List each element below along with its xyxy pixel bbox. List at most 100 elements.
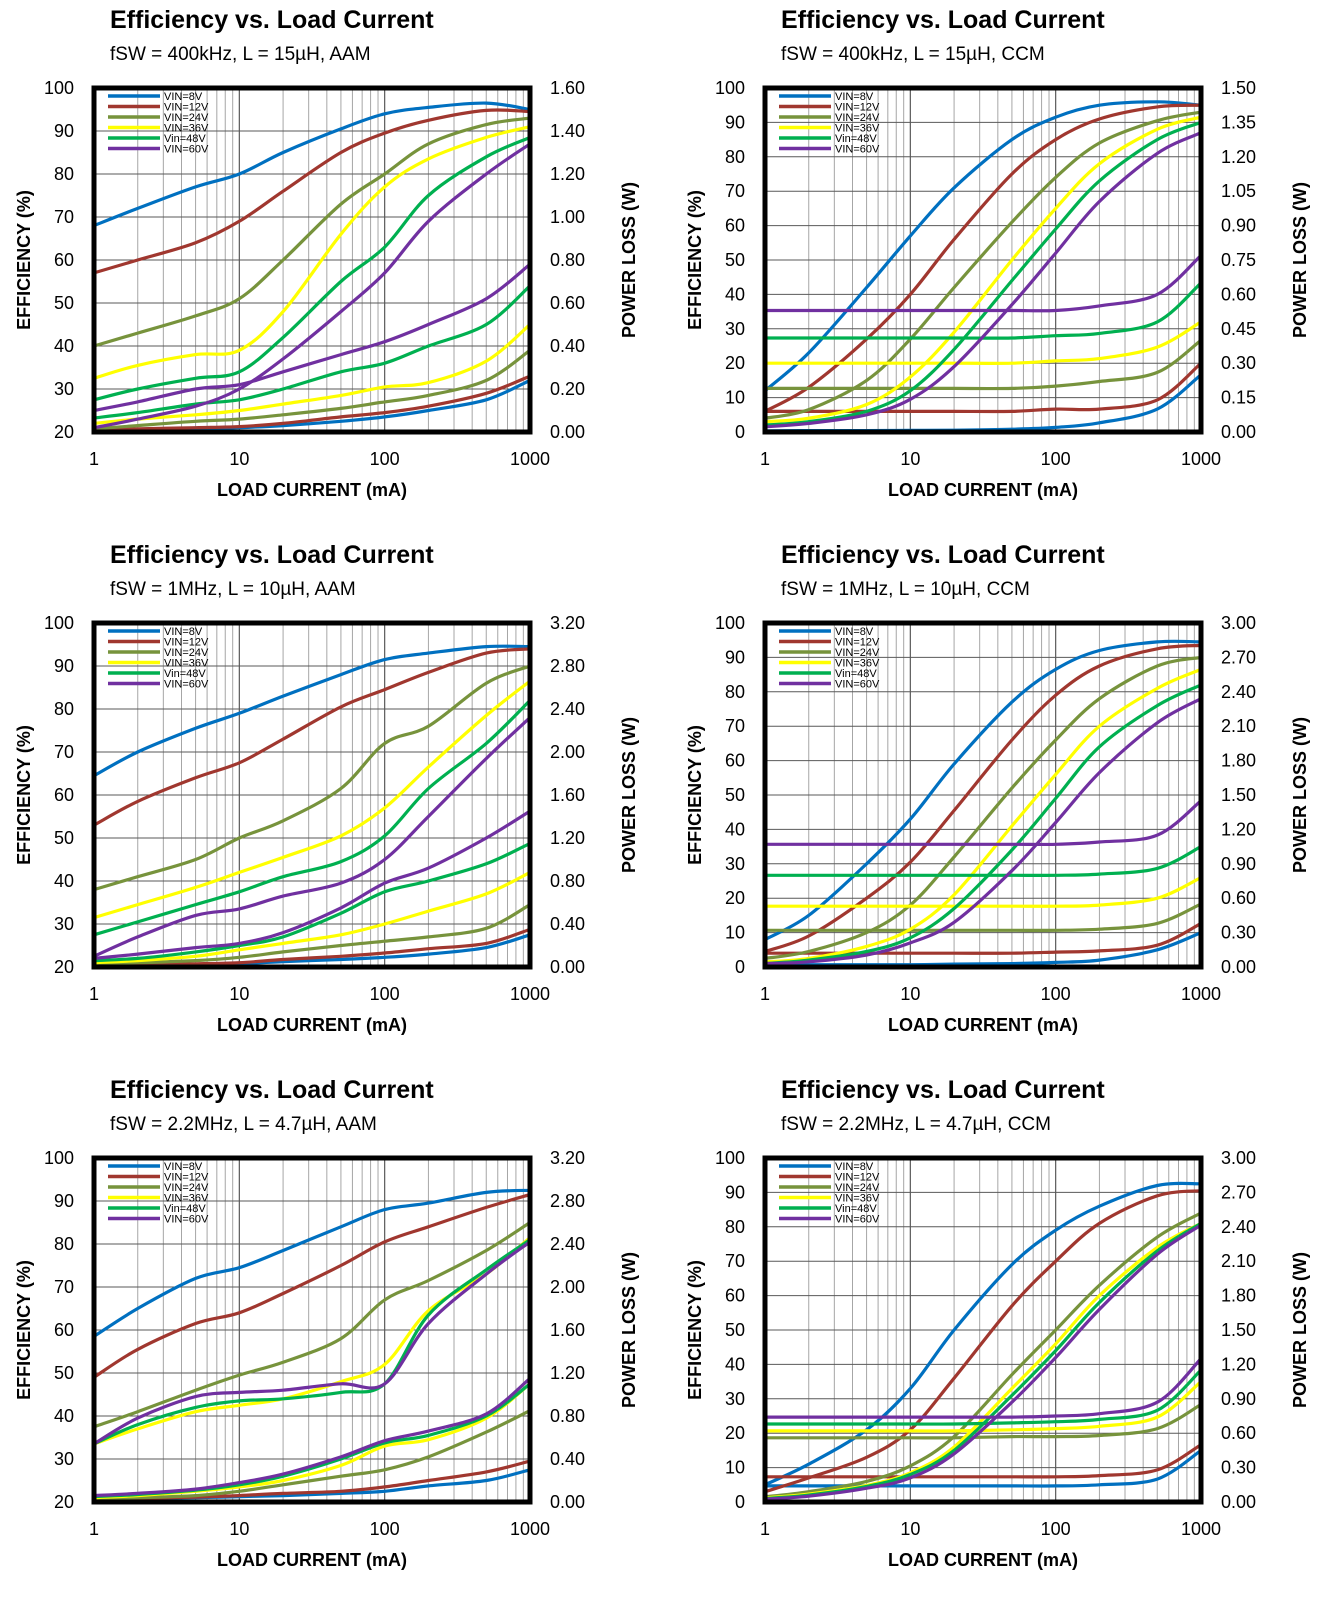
legend-label: Vin=48V [164, 1203, 206, 1215]
efficiency-line-4 [764, 667, 1202, 964]
power-loss-line-3 [93, 1409, 531, 1501]
legend-label: VIN=24V [164, 1182, 209, 1194]
y-tick-label: 60 [54, 250, 74, 270]
efficiency-line-2 [764, 643, 1202, 954]
y2-tick-label: 3.20 [550, 613, 585, 633]
y-tick-label: 40 [54, 871, 74, 891]
y-tick-label: 40 [725, 819, 745, 839]
legend: VIN=8VVIN=12VVIN=24VVIN=36VVin=48VVIN=60… [779, 626, 880, 691]
legend-label: VIN=36V [164, 1193, 209, 1205]
efficiency-line-2 [93, 108, 531, 275]
series-group [93, 1188, 532, 1501]
y-tick-label: 30 [54, 914, 74, 934]
chart-panel-2: Efficiency vs. Load Current fSW = 400kHz,… [671, 0, 1342, 535]
y-tick-label: 40 [725, 284, 745, 304]
legend-label: Vin=48V [835, 1203, 877, 1215]
chart-subtitle: fSW = 2.2MHz, L = 4.7µH, CCM [781, 1114, 1051, 1135]
y-tick-label: 100 [44, 1148, 74, 1168]
y2-tick-label: 0.60 [1221, 1423, 1256, 1443]
legend-label: VIN=8V [164, 1161, 203, 1173]
chart-svg: Efficiency vs. Load Current fSW = 400kHz,… [14, 6, 639, 500]
y-tick-label: 50 [725, 250, 745, 270]
x-tick-label: 100 [370, 984, 400, 1004]
legend-label: VIN=60V [835, 144, 880, 156]
y2-tick-label: 0.80 [550, 871, 585, 891]
y2-tick-label: 2.40 [1221, 1217, 1256, 1237]
y2-tick-label: 2.80 [550, 656, 585, 676]
efficiency-line-5 [93, 699, 532, 937]
x-tick-label: 10 [229, 984, 249, 1004]
legend-label: VIN=36V [835, 658, 880, 670]
y2-axis-label: POWER LOSS (W) [1290, 1252, 1310, 1408]
y-tick-label: 50 [54, 293, 74, 313]
x-tick-label: 1 [760, 984, 770, 1004]
y2-tick-label: 0.30 [1221, 1458, 1256, 1478]
y-tick-label: 20 [725, 353, 745, 373]
efficiency-line-1 [93, 1188, 531, 1338]
y2-tick-label: 0.80 [550, 1406, 585, 1426]
efficiency-line-6 [764, 1223, 1202, 1501]
power-loss-line-3 [765, 902, 1202, 932]
power-loss-line-3 [93, 903, 531, 966]
x-tick-label: 10 [229, 1519, 249, 1539]
y2-tick-label: 1.20 [1221, 1354, 1256, 1374]
plot-frame [91, 1155, 533, 1505]
x-tick-label: 1000 [510, 1519, 550, 1539]
legend: VIN=8VVIN=12VVIN=24VVIN=36VVin=48VVIN=60… [108, 91, 209, 156]
y-tick-label: 10 [725, 923, 745, 943]
y-axis-label: EFFICIENCY (%) [14, 725, 34, 865]
efficiency-line-2 [764, 1189, 1202, 1494]
y-tick-label: 90 [725, 112, 745, 132]
y-tick-label: 60 [725, 751, 745, 771]
power-loss-line-5 [764, 845, 1202, 877]
x-axis-label: LOAD CURRENT (mA) [888, 480, 1078, 500]
efficiency-line-4 [93, 125, 531, 380]
y2-tick-label: 0.90 [1221, 216, 1256, 236]
chart-svg: Efficiency vs. Load Current fSW = 2.2MHz,… [685, 1076, 1310, 1570]
y-tick-label: 100 [44, 78, 74, 98]
legend-label: VIN=12V [835, 1172, 880, 1184]
x-tick-label: 10 [229, 449, 249, 469]
y2-tick-label: 0.60 [1221, 284, 1256, 304]
power-loss-line-5 [93, 841, 531, 963]
y2-tick-label: 1.60 [550, 1320, 585, 1340]
y-tick-label: 90 [54, 656, 74, 676]
y-tick-label: 30 [725, 1389, 745, 1409]
y-tick-label: 90 [725, 1182, 745, 1202]
efficiency-line-6 [93, 716, 532, 958]
y2-tick-label: 0.30 [1221, 353, 1256, 373]
legend: VIN=8VVIN=12VVIN=24VVIN=36VVin=48VVIN=60… [108, 626, 209, 691]
y2-tick-label: 2.00 [550, 1277, 585, 1297]
y-tick-label: 40 [54, 336, 74, 356]
legend-label: VIN=8V [835, 626, 874, 638]
x-tick-label: 10 [900, 449, 920, 469]
y2-tick-label: 1.50 [1221, 1320, 1256, 1340]
legend-label: VIN=60V [835, 1214, 880, 1226]
y2-tick-label: 3.20 [550, 1148, 585, 1168]
x-tick-label: 1000 [1181, 1519, 1221, 1539]
plot-frame [762, 620, 1204, 970]
y2-tick-label: 0.80 [550, 250, 585, 270]
efficiency-line-6 [764, 131, 1202, 429]
y-tick-label: 0 [735, 957, 745, 977]
power-loss-line-6 [93, 263, 531, 413]
legend: VIN=8VVIN=12VVIN=24VVIN=36VVin=48VVIN=60… [779, 1161, 880, 1226]
chart-svg: Efficiency vs. Load Current fSW = 400kHz,… [685, 6, 1310, 500]
y2-tick-label: 2.10 [1221, 716, 1256, 736]
legend-label: VIN=36V [164, 658, 209, 670]
y-tick-label: 80 [54, 164, 74, 184]
y-tick-label: 30 [54, 1449, 74, 1469]
y2-tick-label: 1.20 [1221, 819, 1256, 839]
y2-tick-label: 0.15 [1221, 388, 1256, 408]
y-tick-label: 60 [725, 216, 745, 236]
power-loss-line-4 [93, 870, 531, 965]
y2-axis-label: POWER LOSS (W) [619, 717, 639, 873]
plot-frame [91, 620, 533, 970]
plot-frame [762, 1155, 1204, 1505]
y-tick-label: 70 [725, 181, 745, 201]
y-tick-label: 80 [54, 699, 74, 719]
legend-label: VIN=12V [164, 637, 209, 649]
x-tick-label: 1000 [510, 449, 550, 469]
y2-tick-label: 0.40 [550, 914, 585, 934]
x-tick-label: 100 [1041, 984, 1071, 1004]
